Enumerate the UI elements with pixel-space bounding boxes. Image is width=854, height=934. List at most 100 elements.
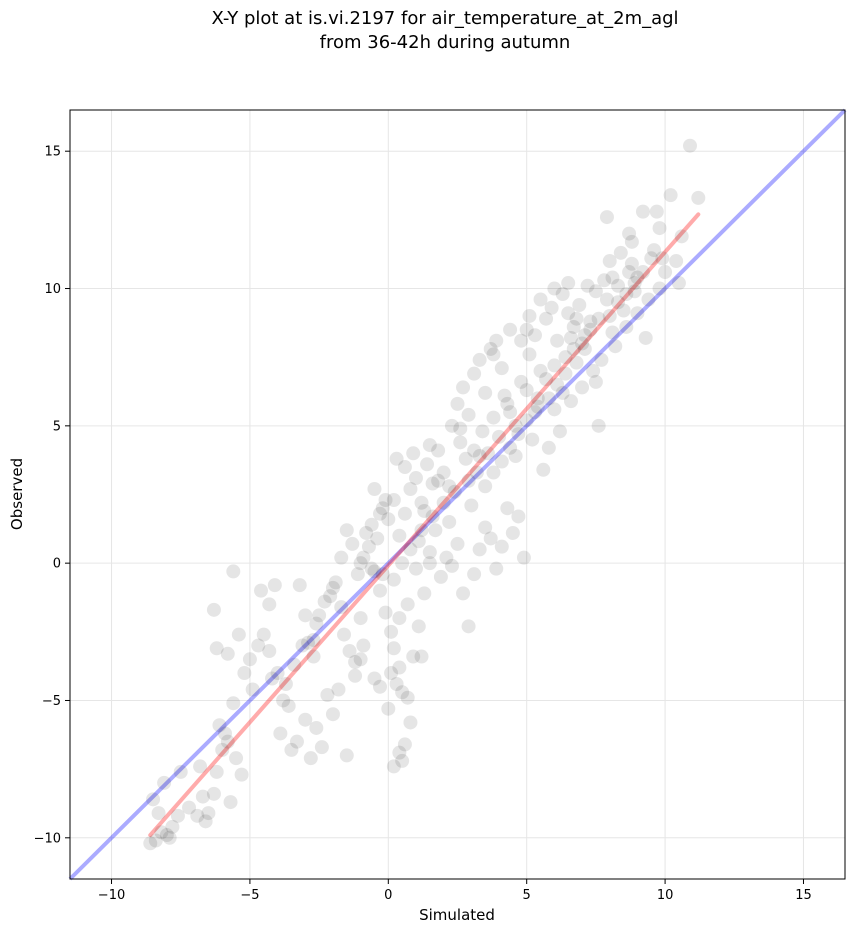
data-point-60 — [367, 564, 382, 579]
data-point-262 — [373, 679, 387, 694]
data-point-132 — [480, 446, 495, 461]
data-point-198 — [630, 306, 645, 321]
data-point-19 — [215, 742, 230, 757]
data-point-228 — [577, 328, 592, 343]
data-point-211 — [406, 446, 421, 461]
data-point-32 — [262, 597, 277, 612]
data-point-204 — [655, 251, 670, 266]
data-point-75 — [406, 649, 421, 664]
data-point-259 — [353, 611, 368, 626]
data-point-232 — [425, 509, 440, 524]
data-point-237 — [375, 567, 390, 582]
data-point-12 — [190, 808, 205, 823]
data-point-35 — [276, 693, 291, 708]
data-point-104 — [436, 465, 451, 480]
data-point-115 — [439, 550, 454, 565]
data-point-220 — [500, 396, 515, 411]
data-point-135 — [497, 388, 512, 403]
x-tick-label-3: 5 — [523, 888, 531, 903]
data-point-248 — [541, 391, 556, 406]
data-point-147 — [483, 341, 498, 356]
data-point-213 — [389, 451, 404, 466]
data-point-281 — [522, 308, 537, 323]
data-point-261 — [367, 671, 382, 686]
data-point-156 — [558, 366, 573, 381]
data-point-203 — [622, 226, 637, 241]
data-point-37 — [273, 726, 288, 741]
data-point-39 — [289, 734, 304, 749]
data-point-106 — [447, 484, 462, 499]
data-point-238 — [364, 561, 379, 576]
data-point-76 — [411, 619, 426, 634]
data-point-113 — [428, 523, 443, 538]
data-point-136 — [503, 405, 518, 420]
data-point-205 — [580, 278, 595, 293]
data-point-265 — [353, 652, 368, 667]
data-point-287 — [624, 256, 639, 271]
data-points — [143, 138, 706, 851]
data-point-245 — [461, 473, 476, 488]
data-point-190 — [647, 243, 662, 258]
data-point-42 — [309, 720, 324, 735]
data-point-92 — [370, 531, 385, 546]
data-point-288 — [644, 251, 659, 266]
data-point-41 — [303, 751, 318, 766]
data-point-278 — [569, 311, 584, 326]
data-point-273 — [627, 276, 642, 291]
data-point-163 — [539, 311, 554, 326]
data-point-125 — [494, 539, 509, 554]
data-point-217 — [431, 473, 446, 488]
data-point-3 — [159, 828, 174, 843]
data-point-126 — [500, 501, 515, 516]
data-point-176 — [611, 278, 626, 293]
data-point-45 — [325, 707, 340, 722]
data-point-227 — [566, 341, 581, 356]
data-point-143 — [461, 407, 476, 422]
data-point-51 — [334, 600, 349, 615]
data-point-64 — [386, 641, 401, 656]
data-point-86 — [298, 608, 313, 623]
data-point-244 — [511, 427, 526, 442]
data-point-59 — [361, 539, 376, 554]
data-point-14 — [201, 806, 216, 821]
data-point-267 — [422, 556, 437, 571]
data-point-186 — [624, 234, 639, 249]
data-point-246 — [472, 449, 487, 464]
data-point-189 — [641, 292, 656, 307]
data-point-221 — [508, 418, 523, 433]
data-point-264 — [348, 668, 363, 683]
data-point-121 — [472, 542, 487, 557]
data-point-199 — [638, 330, 653, 345]
data-point-151 — [530, 391, 545, 406]
data-point-127 — [505, 525, 520, 540]
data-point-6 — [162, 830, 177, 845]
data-point-79 — [206, 602, 221, 617]
data-point-269 — [392, 611, 407, 626]
data-point-95 — [386, 492, 401, 507]
data-point-54 — [348, 655, 363, 670]
data-point-184 — [613, 245, 628, 260]
data-point-71 — [392, 745, 407, 760]
data-point-215 — [373, 506, 387, 521]
data-point-209 — [486, 347, 501, 362]
data-point-185 — [619, 319, 634, 334]
data-point-77 — [417, 586, 432, 601]
data-point-30 — [251, 638, 266, 653]
data-point-231 — [442, 479, 457, 494]
data-point-218 — [453, 421, 468, 436]
data-point-284 — [561, 306, 576, 321]
data-point-82 — [231, 627, 246, 642]
data-point-229 — [586, 363, 601, 378]
data-point-241 — [486, 465, 501, 480]
data-point-216 — [367, 482, 382, 497]
data-point-201 — [649, 204, 664, 219]
data-point-160 — [522, 347, 537, 362]
data-point-122 — [478, 520, 493, 535]
data-point-102 — [425, 476, 440, 491]
x-tick-label-2: 0 — [384, 888, 392, 903]
data-point-150 — [525, 432, 540, 447]
data-point-192 — [658, 265, 673, 280]
plot-frame — [69, 109, 846, 880]
data-point-124 — [489, 561, 504, 576]
data-point-36 — [281, 698, 296, 713]
